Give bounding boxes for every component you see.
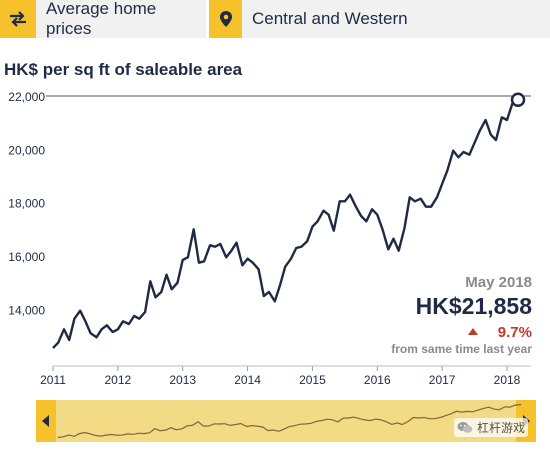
wechat-icon [457, 422, 473, 433]
metric-swap-button[interactable] [0, 0, 36, 38]
x-tick-label: 2018 [494, 373, 521, 387]
watermark-text: 杠杆游戏 [477, 421, 526, 435]
callout-change: 9.7% [498, 324, 532, 341]
callout-caption: from same time last year [391, 342, 532, 356]
change-up-arrow-icon [468, 328, 478, 335]
latest-point-marker[interactable] [510, 92, 526, 108]
metric-selector[interactable]: Average home prices [36, 0, 206, 38]
navigator-left-button[interactable] [36, 400, 56, 442]
navigator-mini-line [57, 403, 522, 439]
top-bar: Average home prices Central and Western [0, 0, 550, 38]
x-tick-label: 2017 [429, 373, 456, 387]
metric-label: Average home prices [46, 0, 157, 38]
price-series-line [52, 98, 519, 349]
location-pin-icon [219, 11, 232, 27]
y-axis: 14,000 16,000 18,000 20,000 22,000 [8, 90, 531, 317]
chevron-left-icon [42, 415, 49, 427]
district-selector[interactable]: Central and Western [242, 0, 550, 38]
callout-value: HK$21,858 [416, 293, 533, 319]
district-location-button[interactable] [209, 0, 242, 38]
chart-title: HK$ per sq ft of saleable area [4, 60, 243, 79]
callout-date: May 2018 [465, 274, 532, 291]
x-tick-label: 2011 [40, 373, 66, 387]
x-tick-label: 2012 [105, 373, 132, 387]
latest-value-callout: May 2018 HK$21,858 9.7% from same time l… [391, 274, 532, 356]
x-axis: 2011 2012 2013 2014 2015 2016 2017 2018 [40, 366, 521, 387]
swap-arrows-icon [10, 11, 26, 27]
y-tick-label: 14,000 [8, 303, 45, 317]
x-tick-label: 2016 [364, 373, 391, 387]
wechat-watermark: 杠杆游戏 [454, 418, 529, 437]
district-label: Central and Western [252, 9, 408, 28]
y-tick-label: 16,000 [8, 250, 45, 264]
y-tick-label: 20,000 [8, 143, 45, 157]
x-tick-label: 2014 [234, 373, 261, 387]
y-tick-label: 18,000 [8, 197, 45, 211]
x-tick-label: 2013 [169, 373, 196, 387]
x-tick-label: 2015 [299, 373, 326, 387]
y-tick-label: 22,000 [8, 90, 45, 104]
